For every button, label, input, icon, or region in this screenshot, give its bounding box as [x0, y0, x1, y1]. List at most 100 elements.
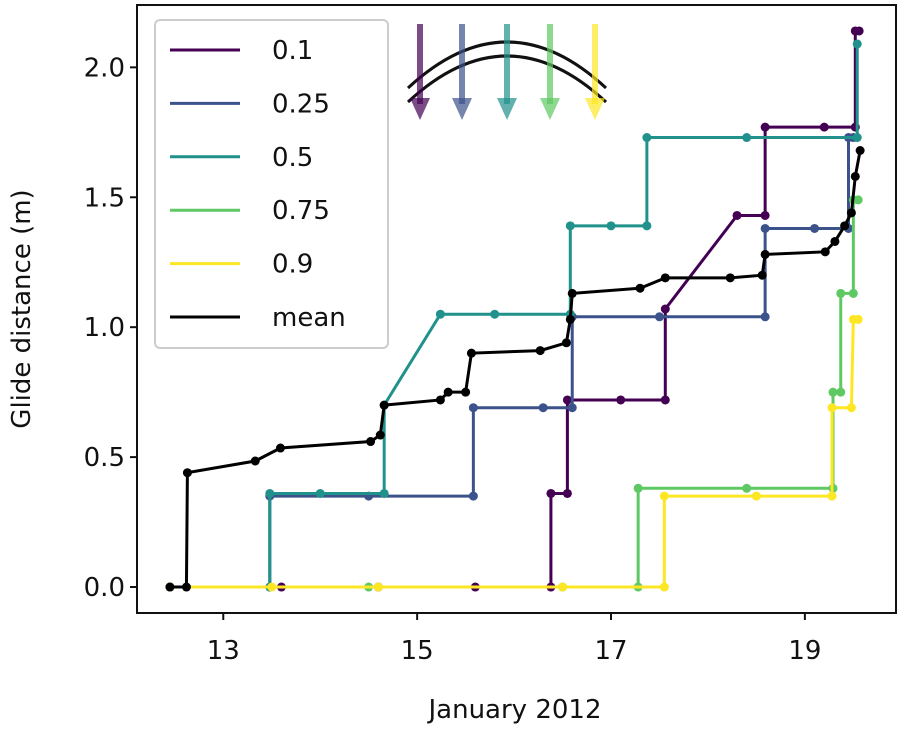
legend-label: 0.1	[272, 36, 313, 66]
x-tick-label: 13	[207, 636, 240, 666]
point	[810, 223, 820, 233]
point	[853, 314, 863, 324]
point	[760, 223, 770, 233]
point	[468, 491, 478, 501]
legend-label: 0.9	[272, 250, 313, 280]
y-tick-label: 0.5	[84, 443, 125, 473]
point	[315, 488, 325, 498]
x-tick-label: 15	[401, 636, 434, 666]
point	[660, 304, 670, 314]
y-tick-label: 1.5	[84, 183, 125, 213]
point	[461, 387, 471, 397]
legend-label: mean	[272, 303, 346, 333]
arrow-head	[410, 98, 430, 120]
point	[852, 133, 862, 143]
point	[827, 403, 837, 413]
point	[562, 395, 572, 405]
point	[836, 387, 846, 397]
point	[660, 395, 670, 405]
arrow-head	[540, 98, 560, 120]
point	[742, 133, 752, 143]
point	[840, 221, 850, 231]
point	[562, 488, 572, 498]
point	[846, 403, 856, 413]
plot-frame	[136, 4, 897, 614]
arrow-head	[452, 98, 472, 120]
point	[850, 171, 860, 181]
point	[855, 146, 865, 156]
point	[732, 210, 742, 220]
point	[535, 346, 545, 356]
point	[642, 221, 652, 231]
y-axis-label: Glide distance (m)	[7, 189, 37, 428]
point	[366, 437, 376, 447]
point	[181, 582, 191, 592]
point	[443, 387, 453, 397]
point	[466, 348, 476, 358]
point	[820, 247, 830, 257]
point	[435, 395, 445, 405]
legend-label: 0.75	[272, 196, 330, 226]
point	[606, 221, 616, 231]
point	[267, 582, 277, 592]
point	[546, 488, 556, 498]
point	[828, 387, 838, 397]
x-axis-label: January 2012	[427, 695, 602, 725]
point	[848, 288, 858, 298]
point	[827, 491, 837, 501]
point	[165, 582, 175, 592]
y-tick-label: 1.0	[84, 313, 125, 343]
point	[567, 403, 577, 413]
x-tick-label: 17	[594, 636, 627, 666]
point	[565, 314, 575, 324]
point	[538, 403, 548, 413]
legend: 0.1 0.25 0.5 0.75 0.9 mean	[154, 19, 389, 349]
point	[567, 288, 577, 298]
y-tick-label: 0.0	[84, 573, 125, 603]
point	[660, 273, 670, 283]
point	[250, 456, 260, 466]
point	[760, 249, 770, 259]
point	[659, 491, 669, 501]
point	[633, 483, 643, 493]
point	[468, 403, 478, 413]
point	[561, 338, 571, 348]
point	[275, 443, 285, 453]
point	[265, 488, 275, 498]
point	[760, 210, 770, 220]
arrow-head	[497, 98, 517, 120]
point	[565, 221, 575, 231]
point	[846, 208, 856, 218]
point	[182, 468, 192, 478]
legend-label: 0.5	[272, 143, 313, 173]
point	[836, 288, 846, 298]
point	[654, 312, 664, 322]
direction-icon	[406, 24, 608, 120]
point	[435, 309, 445, 319]
point	[760, 312, 770, 322]
series-line	[169, 317, 859, 589]
point	[852, 39, 862, 49]
point	[379, 400, 389, 410]
point	[375, 430, 385, 440]
legend-label: 0.25	[272, 89, 330, 119]
point	[760, 122, 770, 132]
point	[853, 195, 863, 205]
y-tick-label: 2.0	[84, 53, 125, 83]
point	[725, 273, 735, 283]
point	[490, 309, 500, 319]
point	[751, 491, 761, 501]
series-line	[169, 43, 859, 589]
point	[757, 270, 767, 280]
x-tick-label: 19	[788, 636, 821, 666]
point	[742, 483, 752, 493]
point	[642, 133, 652, 143]
point	[558, 582, 568, 592]
point	[819, 122, 829, 132]
point	[379, 488, 389, 498]
point	[830, 236, 840, 246]
point	[373, 582, 383, 592]
legend-box	[154, 19, 389, 349]
point	[616, 395, 626, 405]
